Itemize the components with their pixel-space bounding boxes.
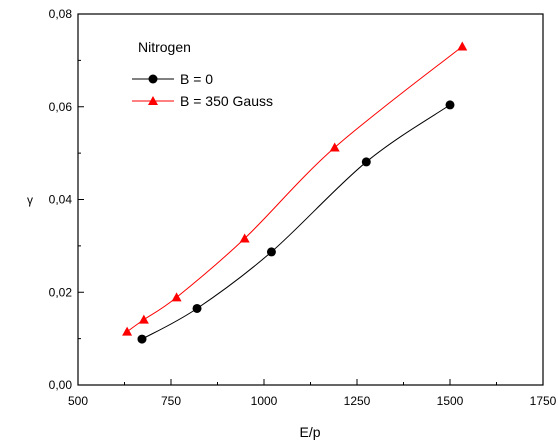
x-tick-label: 500: [68, 394, 88, 408]
data-point-triangle: [171, 292, 182, 302]
data-point-circle: [361, 157, 371, 167]
data-point-triangle: [329, 142, 340, 152]
plot-frame: [77, 13, 544, 386]
legend: B = 0 B = 350 Gauss: [132, 71, 273, 109]
legend-label-b350: B = 350 Gauss: [180, 93, 273, 109]
series-line: [126, 46, 463, 333]
legend-swatch-marker-b0: [148, 74, 158, 84]
x-tick-label: 1750: [530, 394, 557, 408]
y-tick-label: 0,00: [49, 378, 73, 392]
data-point-triangle: [457, 41, 468, 51]
legend-item-b0: B = 0: [132, 71, 213, 87]
series-line: [141, 104, 451, 340]
data-point-circle: [445, 100, 455, 110]
x-tick-label: 750: [161, 394, 181, 408]
data-point-triangle: [138, 314, 149, 324]
chart-annotation: Nitrogen: [138, 39, 191, 55]
y-tick-label: 0,06: [49, 100, 73, 114]
data-point-circle: [266, 247, 276, 257]
x-axis-ticks: 500 750 1000 1250 1500 1750: [68, 379, 557, 408]
legend-item-b350: B = 350 Gauss: [132, 93, 273, 109]
x-tick-label: 1000: [251, 394, 278, 408]
data-point-triangle: [239, 233, 250, 243]
y-tick-label: 0,02: [49, 285, 73, 299]
x-tick-label: 1250: [344, 394, 371, 408]
data-point-triangle: [122, 326, 133, 336]
y-axis-label: γ: [27, 193, 33, 207]
series-layer: [122, 41, 468, 344]
y-tick-label: 0,04: [49, 193, 73, 207]
data-point-circle: [192, 303, 202, 313]
y-tick-label: 0,08: [49, 7, 73, 21]
y-axis-ticks: 0,00 0,02 0,04 0,06 0,08: [49, 7, 84, 392]
x-tick-label: 1500: [437, 394, 464, 408]
x-axis-label: E/p: [299, 424, 320, 440]
legend-swatch-marker-b350: [148, 96, 158, 105]
legend-label-b0: B = 0: [180, 71, 213, 87]
data-point-circle: [137, 334, 147, 344]
